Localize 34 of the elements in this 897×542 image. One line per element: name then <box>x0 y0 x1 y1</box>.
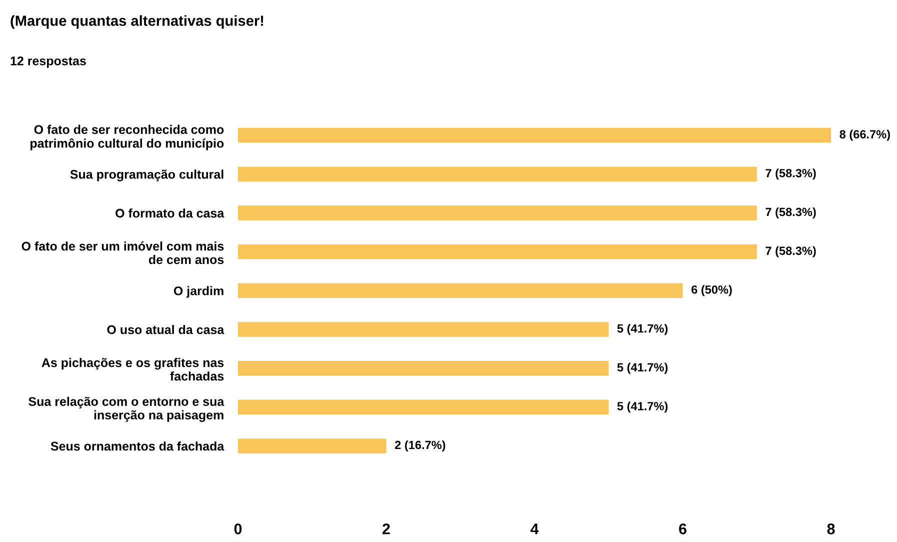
x-tick-label: 6 <box>679 524 686 534</box>
bar <box>238 128 831 143</box>
x-tick-label: 2 <box>382 524 390 534</box>
bar <box>238 244 757 260</box>
bar <box>238 360 609 376</box>
bar <box>238 400 609 415</box>
x-tick-label: 8 <box>827 524 835 534</box>
data-label: 5 (41.7%) <box>617 324 668 335</box>
text: 12 respostas <box>10 56 86 68</box>
bar <box>238 322 609 337</box>
y-tick-label: Sua programação cultural <box>70 170 224 182</box>
data-label: 5 (41.7%) <box>617 362 668 374</box>
data-label: 2 (16.7%) <box>394 440 446 452</box>
y-tick-label: As pichações e os grafites nas fachadas <box>42 358 224 381</box>
bar <box>238 166 757 182</box>
y-tick-label: Seus ornamentos da fachada <box>50 441 224 451</box>
data-label: 5 (41.7%) <box>617 402 668 413</box>
y-tick-label: O jardim <box>174 286 224 298</box>
data-label: 8 (66.7%) <box>840 130 890 141</box>
data-label: 6 (50%) <box>692 285 732 296</box>
y-tick-label: Sua relação com o entorno e sua inserção na paisagem <box>28 396 224 422</box>
y-tick-label: O fato de ser reconhecida como patrimônio cultural do município <box>30 124 224 150</box>
y-tick-label: O uso atual da casa <box>107 324 224 334</box>
bar <box>238 206 757 220</box>
data-label: 7 (58.3%) <box>766 207 816 218</box>
y-tick-label: O formato da casa <box>116 208 224 218</box>
data-label: 7 (58.3%) <box>766 168 816 180</box>
x-tick-label: 4 <box>530 524 539 534</box>
x-tick-label: 0 <box>234 524 242 534</box>
chart-title: (Marque quantas alternativas quiser! <box>10 15 264 29</box>
y-tick-label: O fato de ser um imóvel com mais de cem anos <box>22 241 224 264</box>
bar <box>238 438 386 454</box>
bar <box>238 283 683 298</box>
data-label: 7 (58.3%) <box>766 246 816 258</box>
